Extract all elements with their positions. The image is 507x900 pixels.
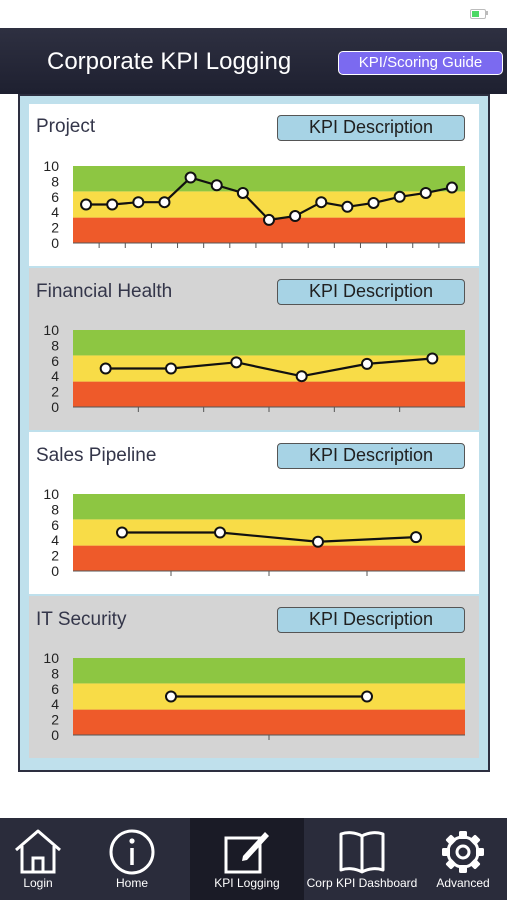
section-title: Financial Health (36, 281, 173, 302)
series-line (122, 531, 417, 543)
y-tick-label: 4 (51, 696, 59, 712)
kpi-description-button[interactable]: KPI Description (277, 607, 465, 633)
y-tick-label: 10 (43, 322, 59, 338)
score-band (73, 494, 465, 520)
data-point (165, 690, 177, 703)
score-band (73, 381, 465, 407)
data-point (445, 181, 458, 194)
y-tick-label: 2 (51, 384, 59, 400)
y-tick-label: 6 (51, 189, 59, 205)
tab-home[interactable]: Home (95, 818, 169, 900)
data-point (132, 196, 145, 209)
y-tick-label: 0 (51, 399, 59, 415)
tab-kpi-logging[interactable]: KPI Logging (190, 818, 304, 900)
y-tick-label: 0 (51, 727, 59, 743)
data-point (315, 196, 328, 209)
data-point (410, 531, 422, 544)
y-tick-label: 2 (51, 548, 59, 564)
section-title: Project (36, 116, 96, 137)
kpi-description-button[interactable]: KPI Description (277, 115, 465, 141)
data-point (106, 198, 119, 211)
kpi-scoring-guide-button[interactable]: KPI/Scoring Guide (338, 51, 503, 75)
data-point (341, 200, 354, 213)
y-tick-label: 8 (51, 337, 59, 353)
kpi-description-button[interactable]: KPI Description (277, 279, 465, 305)
y-tick-label: 6 (51, 517, 59, 533)
tab-label: Advanced (436, 876, 490, 890)
app-title: Corporate KPI Logging (47, 48, 292, 75)
data-point (210, 179, 223, 192)
section-title: Sales Pipeline (36, 445, 157, 466)
y-tick-label: 0 (51, 563, 59, 579)
y-tick-label: 10 (43, 158, 59, 174)
tab-login[interactable]: Login (0, 818, 76, 900)
tab-label: Home (115, 876, 148, 890)
data-point (419, 186, 432, 199)
data-point (214, 526, 226, 539)
data-point (361, 357, 373, 370)
info-icon (109, 829, 155, 875)
y-tick-label: 0 (51, 235, 59, 251)
y-tick-label: 10 (43, 486, 59, 502)
data-point (289, 210, 302, 223)
y-tick-label: 6 (51, 681, 59, 697)
y-tick-label: 2 (51, 712, 59, 728)
battery-tip (486, 11, 488, 15)
section-sales-pipeline: Sales Pipeline KPI Description 0 2 4 6 8 10 (29, 432, 479, 594)
data-point (426, 352, 439, 365)
data-point (158, 196, 171, 209)
gear-icon (442, 831, 484, 873)
tab-label: Corp KPI Dashboard (306, 876, 418, 890)
data-point (236, 186, 249, 199)
tab-label: KPI Logging (214, 876, 280, 890)
book-icon (339, 831, 385, 874)
y-tick-label: 4 (51, 532, 59, 548)
score-band (73, 545, 465, 571)
y-tick-label: 8 (51, 173, 59, 189)
score-band (73, 330, 465, 356)
section-title: IT Security (36, 609, 127, 630)
battery-icon (470, 9, 486, 19)
data-point (367, 196, 380, 209)
score-band (73, 166, 465, 192)
data-point (361, 690, 373, 703)
home-icon (15, 829, 61, 874)
data-point (295, 370, 308, 383)
data-point (99, 362, 112, 375)
y-tick-label: 8 (51, 501, 59, 517)
data-point (165, 362, 177, 375)
data-point (184, 171, 197, 184)
data-point (116, 526, 128, 539)
data-point (80, 198, 93, 211)
series-line (105, 357, 433, 378)
y-tick-label: 8 (51, 665, 59, 681)
data-point (230, 356, 243, 369)
y-tick-label: 6 (51, 353, 59, 369)
data-point (263, 213, 275, 226)
compose-icon (224, 832, 269, 874)
y-tick-label: 2 (51, 220, 59, 236)
tab-advanced[interactable]: Advanced (427, 818, 499, 900)
kpi-description-button[interactable]: KPI Description (277, 443, 465, 469)
tab-label: Login (23, 876, 53, 890)
data-point (312, 535, 324, 548)
section-financial-health: Financial Health KPI Description 0 2 4 6 8 10 (29, 268, 479, 430)
status-bar (0, 0, 507, 28)
section-it-security: IT Security KPI Description 0 2 4 6 8 10 (29, 596, 479, 758)
data-point (393, 190, 406, 203)
y-tick-label: 10 (43, 650, 59, 666)
y-tick-label: 4 (51, 368, 59, 384)
score-band (73, 709, 465, 735)
score-band (73, 658, 465, 684)
y-tick-label: 4 (51, 204, 59, 220)
tab-corp-kpi-dashboard[interactable]: Corp KPI Dashboard (304, 818, 420, 900)
section-project: Project KPI Description 0 2 4 6 8 10 (29, 104, 479, 266)
